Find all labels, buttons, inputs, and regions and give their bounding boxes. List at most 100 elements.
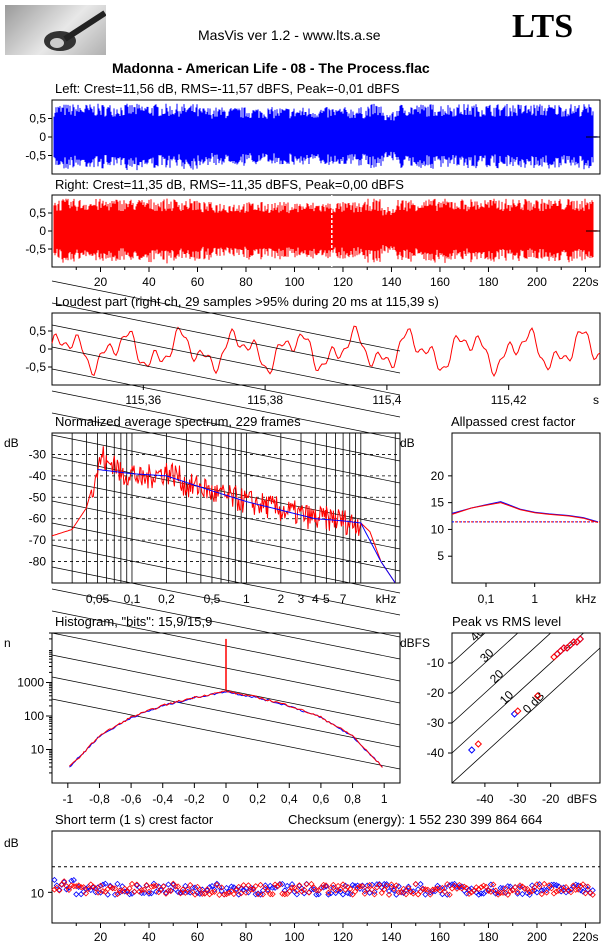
crest-point <box>114 880 121 887</box>
y-tick-label: 0,5 <box>29 324 46 338</box>
x-tick-label: 0,1 <box>124 592 141 606</box>
slope-line <box>51 280 401 352</box>
diagonal-line <box>452 633 552 724</box>
crest-point <box>330 881 337 888</box>
crest-point <box>206 891 213 898</box>
allpass-title: Allpassed crest factor <box>451 414 576 429</box>
crest-point <box>70 883 77 890</box>
crest-point <box>487 888 494 895</box>
x-tick-label: 0,1 <box>478 592 495 606</box>
crest-point <box>402 887 410 894</box>
crest-point <box>182 889 189 896</box>
x-tick-label: 140 <box>381 275 401 289</box>
checksum-label: Checksum (energy): 1 552 230 399 864 664 <box>288 812 543 827</box>
crest-point <box>111 891 119 898</box>
crest-point <box>141 886 148 893</box>
x-tick-label: 115,38 <box>247 393 283 407</box>
crest-point <box>288 881 296 888</box>
crest-point <box>393 882 400 889</box>
x-tick-label: 160 <box>430 275 450 289</box>
scatter-point <box>514 707 522 715</box>
crest-point <box>383 881 390 888</box>
crest-point <box>148 890 155 897</box>
crest-point <box>165 887 172 894</box>
crest-point <box>298 888 305 895</box>
crest-point <box>75 882 82 889</box>
crest-point <box>78 884 85 891</box>
y-axis-label: dB <box>4 836 19 850</box>
crest-point <box>514 888 521 896</box>
crest-point <box>347 890 354 897</box>
crest-point <box>579 888 587 895</box>
y-tick-label: -70 <box>29 533 47 547</box>
x-tick-label: 115,42 <box>491 393 527 407</box>
crest-point <box>63 883 70 890</box>
crest-point <box>364 882 371 889</box>
slope-line <box>51 588 401 660</box>
x-tick-label: -40 <box>476 792 494 806</box>
plot-frame <box>51 432 401 584</box>
scatter-point <box>556 647 565 655</box>
crest-point <box>194 883 201 890</box>
crest-point <box>390 885 397 892</box>
crest-point <box>347 885 354 892</box>
spectrum-title: Normalized average spectrum, 229 frames <box>55 414 301 429</box>
y-tick-label: -50 <box>29 490 47 504</box>
crest-point <box>536 881 543 888</box>
crest-point <box>272 884 279 891</box>
crest-point <box>352 888 359 895</box>
crest-point <box>410 890 417 897</box>
crest-point <box>102 880 109 887</box>
crest-point <box>184 886 191 893</box>
x-tick-label: 140 <box>381 930 401 944</box>
y-tick-label: -30 <box>29 447 47 461</box>
crest-point <box>361 890 368 897</box>
crest-point <box>371 891 378 898</box>
x-tick-label: 115,36 <box>125 393 161 407</box>
crest-point <box>255 891 262 898</box>
crest-point <box>327 890 334 897</box>
y-tick-label: 0,5 <box>29 206 46 220</box>
crest-point <box>238 890 245 897</box>
crest-point <box>468 889 475 896</box>
crest-point <box>417 880 424 888</box>
crest-point <box>230 890 237 898</box>
app-version: MasVis ver 1.2 - www.lts.a.se <box>198 27 381 43</box>
crest-point <box>332 887 339 894</box>
crest-point <box>223 884 230 892</box>
crest-point <box>381 886 388 893</box>
crest-point <box>575 886 582 893</box>
crest-point <box>235 883 242 890</box>
crest-point <box>499 889 507 896</box>
y-tick-label: -0,5 <box>25 360 46 374</box>
crest-point <box>92 885 99 892</box>
scatter-point <box>560 644 568 652</box>
crest-point <box>478 890 485 897</box>
left-waveform-chart: 0,5 0 -0,5 <box>25 99 601 175</box>
crest-point <box>572 886 579 893</box>
slope-line <box>51 412 401 484</box>
crest-point <box>567 889 574 896</box>
crest-point <box>560 887 567 894</box>
x-tick-label: -1 <box>62 792 73 806</box>
short-crest-title: Short term (1 s) crest factor <box>55 812 214 827</box>
crest-point <box>281 891 288 898</box>
y-tick-label: -20 <box>427 686 445 700</box>
crest-point <box>143 881 150 889</box>
crest-point <box>356 883 364 890</box>
slope-line <box>51 368 401 440</box>
crest-point <box>155 889 162 896</box>
crest-point <box>216 891 223 898</box>
slope-line <box>51 478 401 550</box>
crest-point <box>359 883 366 890</box>
waveform-trace <box>53 198 598 264</box>
crest-point <box>177 890 184 897</box>
crest-point <box>191 884 199 891</box>
crest-point <box>175 883 182 890</box>
y-tick-label: -60 <box>29 512 47 526</box>
crest-point <box>424 886 431 893</box>
crest-point <box>524 885 531 893</box>
spectrum-trace <box>97 468 396 583</box>
crest-point <box>582 890 589 897</box>
